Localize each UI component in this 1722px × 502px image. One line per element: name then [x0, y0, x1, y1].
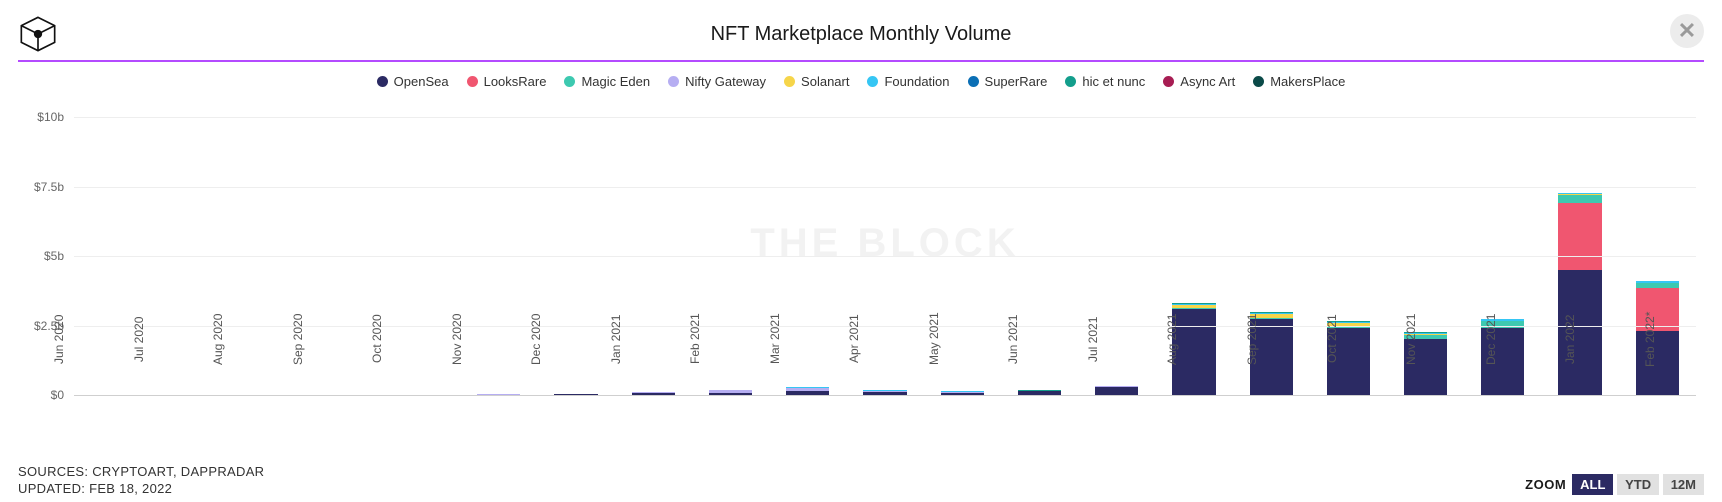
x-tick-label: Jul 2020	[132, 302, 212, 382]
chart-title: NFT Marketplace Monthly Volume	[18, 23, 1704, 46]
x-tick-label: Aug 2020	[211, 302, 291, 382]
legend-label: Magic Eden	[581, 74, 650, 89]
zoom-label: ZOOM	[1525, 477, 1566, 492]
footer-meta: SOURCES: CRYPTOART, DAPPRADAR UPDATED: F…	[18, 463, 264, 498]
x-tick-label: Nov 2021	[1404, 302, 1484, 382]
legend-swatch	[1065, 76, 1076, 87]
legend-item-magic-eden[interactable]: Magic Eden	[564, 74, 650, 89]
legend-label: hic et nunc	[1082, 74, 1145, 89]
x-tick-label: Jun 2021	[1006, 302, 1086, 382]
legend-swatch	[968, 76, 979, 87]
legend-label: SuperRare	[985, 74, 1048, 89]
x-tick-label: May 2021	[927, 302, 1007, 382]
bar-segment-magic-eden	[1558, 195, 1601, 203]
x-tick-label: Feb 2021	[688, 302, 768, 382]
theblock-logo	[18, 14, 58, 54]
legend-label: Nifty Gateway	[685, 74, 766, 89]
legend-swatch	[668, 76, 679, 87]
x-tick-label: Dec 2020	[529, 302, 609, 382]
chart-card: NFT Marketplace Monthly Volume ✕ OpenSea…	[0, 0, 1722, 502]
x-tick-label: Jan 2021	[609, 302, 689, 382]
x-tick-label: Feb 2022*	[1643, 302, 1722, 382]
x-tick-label: Sep 2021	[1245, 302, 1325, 382]
legend-swatch	[377, 76, 388, 87]
x-tick-label: Oct 2021	[1325, 302, 1405, 382]
sources-text: SOURCES: CRYPTOART, DAPPRADAR	[18, 463, 264, 481]
legend-label: OpenSea	[394, 74, 449, 89]
x-axis: Jun 2020Jul 2020Aug 2020Sep 2020Oct 2020…	[52, 302, 1722, 382]
legend-label: LooksRare	[484, 74, 547, 89]
legend-swatch	[1163, 76, 1174, 87]
x-tick-label: Jul 2021	[1086, 302, 1166, 382]
x-tick-label: Apr 2021	[847, 302, 927, 382]
y-tick-label: $5b	[44, 249, 64, 263]
legend-label: Async Art	[1180, 74, 1235, 89]
y-tick-label: $0	[51, 388, 64, 402]
x-tick-label: Nov 2020	[450, 302, 530, 382]
legend-swatch	[867, 76, 878, 87]
gridline	[74, 187, 1696, 188]
legend-label: MakersPlace	[1270, 74, 1345, 89]
legend-item-superrare[interactable]: SuperRare	[968, 74, 1048, 89]
legend-swatch	[1253, 76, 1264, 87]
x-tick-label: Oct 2020	[370, 302, 450, 382]
x-tick-label: Mar 2021	[768, 302, 848, 382]
x-tick-label: Aug 2021	[1165, 302, 1245, 382]
gridline	[74, 256, 1696, 257]
legend-item-opensea[interactable]: OpenSea	[377, 74, 449, 89]
x-tick-label: Sep 2020	[291, 302, 371, 382]
x-axis-line	[74, 395, 1696, 396]
legend-swatch	[564, 76, 575, 87]
legend-item-makersplace[interactable]: MakersPlace	[1253, 74, 1345, 89]
bar-stack	[786, 387, 829, 395]
x-tick-label: Jun 2020	[52, 302, 132, 382]
bar-segment-looksrare	[1558, 203, 1601, 270]
y-tick-label: $10b	[37, 110, 64, 124]
legend-item-foundation[interactable]: Foundation	[867, 74, 949, 89]
legend-item-looksrare[interactable]: LooksRare	[467, 74, 547, 89]
bar-segment-opensea	[1095, 387, 1138, 395]
legend-label: Foundation	[884, 74, 949, 89]
legend-item-nifty-gateway[interactable]: Nifty Gateway	[668, 74, 766, 89]
y-tick-label: $7.5b	[34, 180, 64, 194]
legend-item-async-art[interactable]: Async Art	[1163, 74, 1235, 89]
zoom-ytd-button[interactable]: YTD	[1617, 474, 1659, 495]
legend-label: Solanart	[801, 74, 849, 89]
zoom-all-button[interactable]: ALL	[1572, 474, 1613, 495]
x-tick-label: Jan 2022	[1563, 302, 1643, 382]
zoom-12m-button[interactable]: 12M	[1663, 474, 1704, 495]
legend-swatch	[467, 76, 478, 87]
legend-item-solanart[interactable]: Solanart	[784, 74, 849, 89]
legend-item-hic-et-nunc[interactable]: hic et nunc	[1065, 74, 1145, 89]
gridline	[74, 117, 1696, 118]
header: NFT Marketplace Monthly Volume ✕	[18, 8, 1704, 60]
updated-text: UPDATED: FEB 18, 2022	[18, 480, 264, 498]
legend-swatch	[784, 76, 795, 87]
x-tick-label: Dec 2021	[1484, 302, 1564, 382]
title-divider	[18, 60, 1704, 62]
bar-stack	[1095, 386, 1138, 395]
zoom-controls: ZOOM ALL YTD 12M	[1525, 477, 1704, 492]
legend: OpenSea LooksRare Magic Eden Nifty Gateway S…	[18, 74, 1704, 89]
close-button[interactable]: ✕	[1670, 14, 1704, 48]
